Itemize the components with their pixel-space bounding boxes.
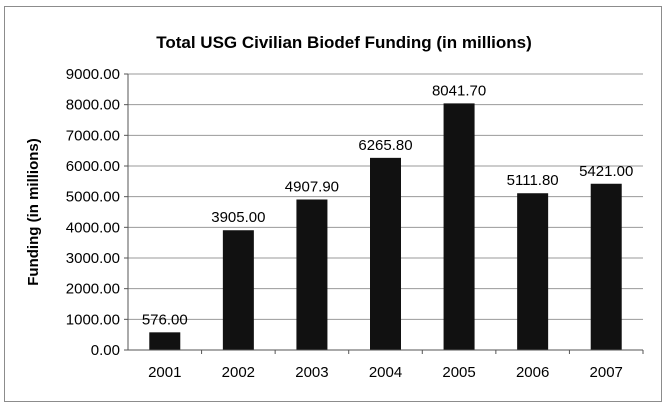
axes	[124, 73, 644, 354]
x-tick-label-2007: 2007	[590, 364, 623, 381]
bar-2003	[296, 199, 328, 350]
y-tick-label: 1000.00	[66, 311, 120, 328]
y-tick-label: 3000.00	[66, 250, 120, 267]
bars	[149, 103, 622, 350]
x-tick-label-2005: 2005	[442, 364, 475, 381]
bar-2004	[370, 157, 401, 350]
y-axis-label: Funding (in millions)	[25, 138, 42, 285]
y-tick-label: 9000.00	[66, 66, 120, 83]
bar-2006	[517, 193, 549, 350]
y-tick-label: 7000.00	[66, 127, 120, 144]
y-tick-label: 4000.00	[66, 219, 120, 236]
x-tick-label-2003: 2003	[295, 364, 328, 381]
x-tick-label-2004: 2004	[369, 364, 402, 381]
y-tick-label: 2000.00	[66, 281, 120, 298]
chart-title: Total USG Civilian Biodef Funding (in mi…	[156, 33, 532, 52]
x-tick-label-2001: 2001	[148, 364, 181, 381]
bar-2005	[443, 103, 475, 350]
bar-2002	[222, 230, 254, 350]
data-label-2006: 5111.80	[507, 172, 559, 189]
chart-frame	[4, 6, 662, 402]
x-tick-label-2002: 2002	[222, 364, 255, 381]
bar-2001	[149, 332, 181, 350]
bar-2007	[590, 183, 622, 350]
y-tick-label: 8000.00	[66, 97, 120, 114]
data-label-2001: 576.00	[142, 311, 188, 328]
x-tick-label-2006: 2006	[516, 364, 549, 381]
data-label-2007: 5421.00	[579, 163, 633, 180]
data-label-2002: 3905.00	[211, 209, 265, 226]
y-tick-label: 6000.00	[66, 158, 120, 175]
y-tick-label: 5000.00	[66, 189, 120, 206]
labels: 0.00 1000.00 2000.00 3000.00 4000.00 5000.00 6…	[66, 66, 634, 381]
y-tick-label: 0.00	[91, 342, 120, 359]
data-label-2004: 6265.80	[358, 137, 412, 154]
data-label-2005: 8041.70	[432, 82, 486, 99]
data-label-2003: 4907.90	[285, 178, 339, 195]
